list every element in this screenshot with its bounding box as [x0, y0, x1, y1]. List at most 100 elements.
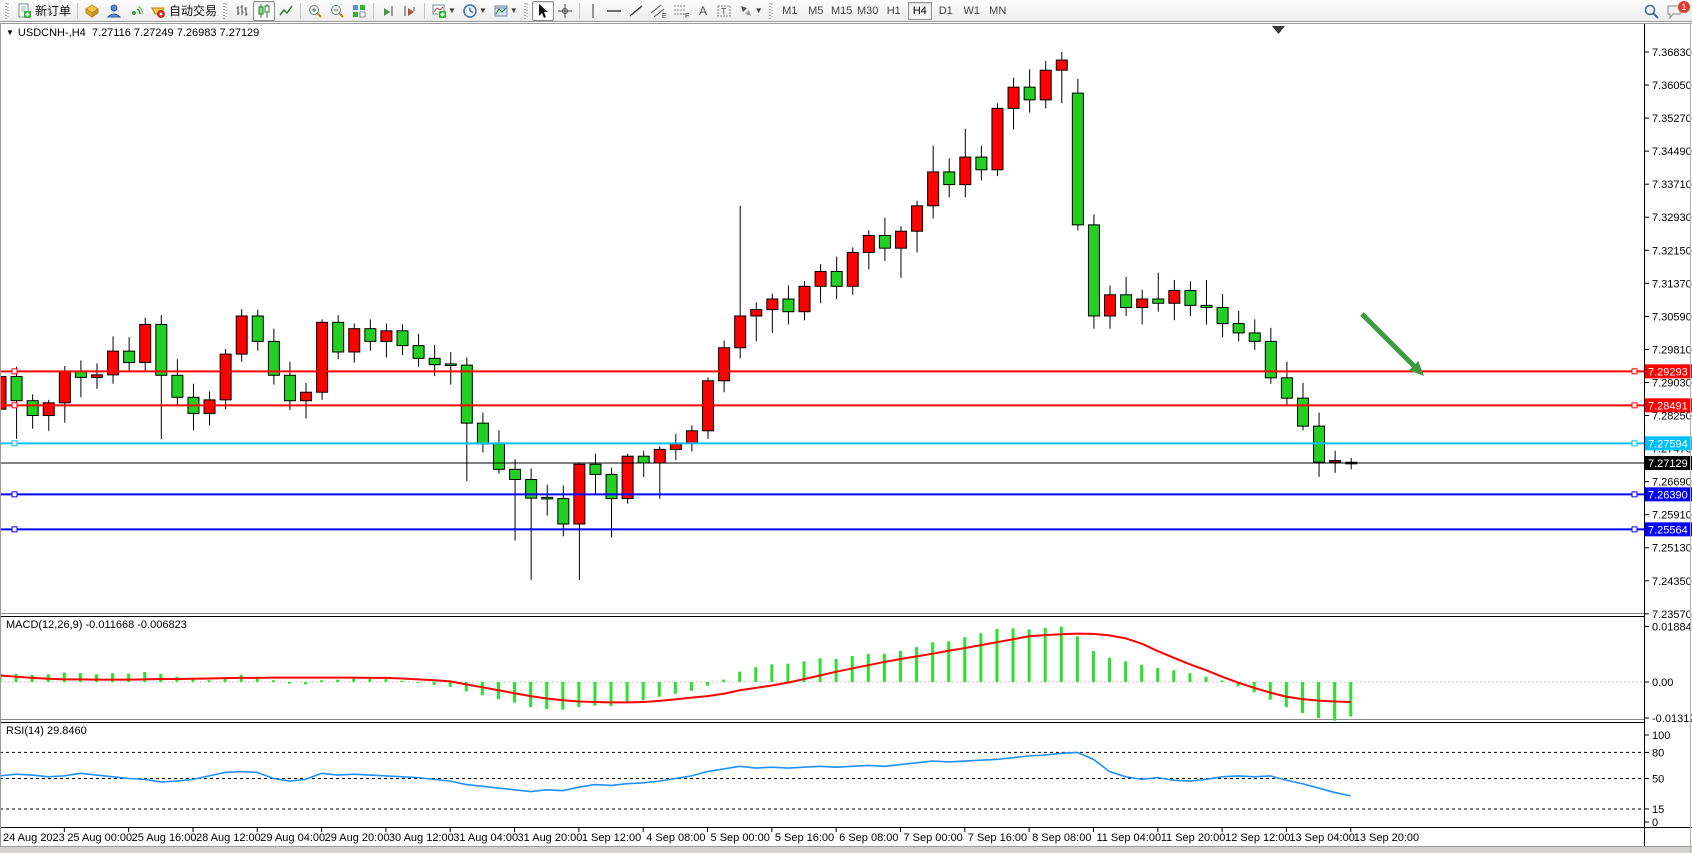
timeframe-m5-button[interactable]: M5 — [808, 4, 824, 17]
line-handle[interactable] — [11, 402, 18, 409]
line-handle[interactable] — [11, 491, 18, 498]
candle-body — [1248, 332, 1261, 342]
notifications-button[interactable]: 1 — [1663, 1, 1690, 21]
zoom-out-button[interactable] — [326, 1, 348, 21]
chart-symbol-info[interactable]: ▼ USDCNH-,H4 7.27116 7.27249 7.26983 7.27… — [6, 27, 259, 39]
price-axis-label: 7.33710 — [1652, 179, 1692, 191]
rsi-line — [0, 751, 1351, 797]
timeframe-mn-button[interactable]: MN — [989, 4, 1007, 17]
sell-arrow-head[interactable] — [1409, 361, 1424, 376]
price-tag-label: 7.28491 — [1648, 400, 1688, 412]
candle-body — [1136, 298, 1149, 308]
line-handle[interactable] — [1631, 402, 1638, 409]
timeframe-m30-button[interactable]: M30 — [857, 4, 879, 17]
arrows-tool-button[interactable]: ▼ — [735, 1, 766, 21]
toolbar-grip[interactable] — [223, 2, 229, 19]
bar-chart-mode-button[interactable] — [231, 1, 253, 21]
period-button[interactable]: ▼ — [459, 1, 490, 21]
trendline-tool-button[interactable] — [625, 1, 647, 21]
macd-histogram-bar — [738, 671, 742, 682]
text-tool-button[interactable]: A — [693, 1, 713, 21]
zoom-in-button[interactable] — [304, 1, 326, 21]
time-axis-label: 29 Aug 04:00 — [260, 832, 325, 844]
toolbar-grip[interactable] — [768, 2, 774, 19]
rsi-axis-label: 0 — [1652, 817, 1658, 829]
timeframe-w1-button[interactable]: W1 — [963, 4, 980, 17]
candle-body — [1152, 298, 1165, 304]
fibonacci-tool-button[interactable]: F — [670, 1, 693, 21]
line-handle[interactable] — [1631, 440, 1638, 447]
candle-body — [718, 347, 731, 382]
line-handle[interactable] — [1631, 526, 1638, 533]
timeframe-h4-button[interactable]: H4 — [907, 1, 932, 20]
channel-tool-button[interactable]: E — [647, 1, 670, 21]
new-chart-button[interactable]: ▼ — [428, 1, 459, 21]
timeframe-m15-button[interactable]: M15 — [831, 4, 853, 17]
sell-arrow-object[interactable] — [1360, 312, 1420, 372]
horizontal-line-tool-button[interactable] — [603, 1, 625, 21]
auto-trading-button[interactable]: 自动交易 — [147, 1, 220, 21]
main-toolbar: 新订单 — [0, 0, 1692, 22]
new-order-button[interactable]: 新订单 — [13, 1, 74, 21]
line-handle[interactable] — [1631, 491, 1638, 498]
rsi-title: RSI(14) — [6, 725, 44, 737]
macd-histogram-bar — [834, 658, 838, 682]
time-axis-label: 30 Aug 12:00 — [389, 832, 454, 844]
time-axis-label: 13 Sep 20:00 — [1354, 832, 1419, 844]
search-button[interactable] — [1640, 1, 1663, 21]
contacts-button[interactable] — [103, 1, 125, 21]
macd-histogram-bar — [62, 672, 66, 682]
chart-shift-icon — [384, 5, 393, 16]
separator — [300, 2, 302, 19]
timeframe-d1-button[interactable]: D1 — [938, 4, 953, 17]
candle-body — [991, 107, 1004, 171]
vertical-line-tool-button[interactable] — [583, 1, 603, 21]
candle-body — [460, 364, 473, 424]
toolbar-grip[interactable] — [5, 2, 10, 19]
collapse-arrow-icon[interactable]: ▼ — [6, 28, 14, 37]
price-tag-label: 7.25564 — [1648, 524, 1688, 536]
candle-body — [798, 285, 811, 313]
candle-body — [123, 350, 136, 364]
line-chart-mode-button[interactable] — [275, 1, 297, 21]
news-button[interactable] — [125, 1, 147, 21]
candle-body — [26, 400, 39, 417]
toolbar-grip[interactable] — [523, 2, 529, 19]
auto-scroll-button[interactable] — [399, 1, 421, 21]
macd-histogram-bar — [223, 677, 227, 682]
price-axis-label: 7.29810 — [1652, 344, 1692, 356]
separator — [77, 2, 79, 19]
line-handle[interactable] — [11, 526, 18, 533]
candle-body — [155, 323, 168, 376]
timeframe-m1-button[interactable]: M1 — [782, 4, 798, 17]
market-watch-button[interactable] — [81, 1, 103, 21]
time-axis-label: 24 Aug 2023 — [3, 832, 65, 844]
crosshair-tool-button[interactable] — [554, 1, 576, 21]
candle-body — [509, 468, 522, 481]
candle-body — [1280, 377, 1293, 399]
macd-histogram-bar — [1075, 636, 1079, 682]
candle-body — [10, 376, 23, 402]
candle-body — [1055, 59, 1068, 71]
templates-button[interactable]: ▼ — [490, 1, 521, 21]
macd-histogram-bar — [159, 673, 163, 682]
toolbar-right-group: 1 — [1640, 0, 1690, 22]
text-label-tool-button[interactable]: T — [713, 1, 735, 21]
candlestick-mode-button[interactable] — [253, 0, 276, 21]
candle-body — [1264, 340, 1277, 379]
price-axis-label: 7.26690 — [1652, 477, 1692, 489]
timeframe-h1-button[interactable]: H1 — [886, 4, 901, 17]
line-handle[interactable] — [11, 368, 18, 375]
chart-shift-marker[interactable] — [1272, 26, 1285, 34]
macd-histogram-bar — [1172, 670, 1176, 682]
candle-body — [589, 463, 602, 475]
cursor-tool-button[interactable] — [531, 0, 554, 21]
chart-shift-button[interactable] — [377, 1, 399, 21]
line-handle[interactable] — [1631, 368, 1638, 375]
tile-windows-button[interactable] — [348, 1, 370, 21]
candle-body — [541, 496, 554, 500]
macd-histogram-bar — [111, 673, 115, 682]
line-handle[interactable] — [11, 440, 18, 447]
candle-body — [380, 330, 393, 342]
